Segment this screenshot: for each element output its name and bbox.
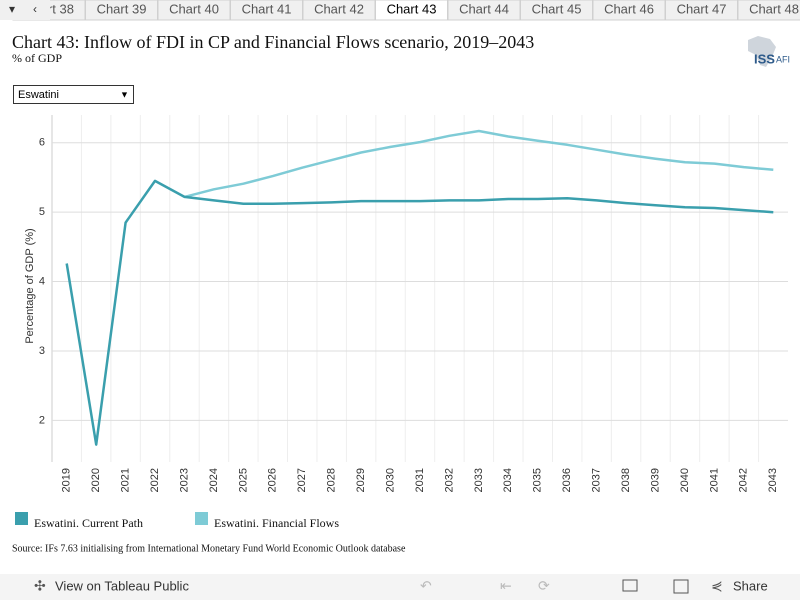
tab-label: Chart 40	[169, 1, 219, 16]
tab-label: Chart 46	[604, 1, 654, 16]
x-tick-label: 2028	[326, 468, 338, 492]
chart-title: Chart 43: Inflow of FDI in CP and Financ…	[12, 32, 534, 52]
y-tick-label: 3	[39, 345, 45, 357]
y-tick-label: 2	[39, 414, 45, 426]
x-tick-label: 2024	[208, 468, 220, 492]
x-tick-label: 2042	[738, 468, 750, 492]
fullscreen-icon[interactable]	[673, 579, 689, 594]
share-icon: ⋞	[711, 578, 723, 594]
view-on-tableau[interactable]: View on Tableau Public	[55, 578, 189, 593]
y-tick-label: 4	[39, 275, 45, 287]
legend-swatch[interactable]	[195, 512, 208, 525]
x-tick-label: 2025	[237, 468, 249, 492]
logo-side: AFI	[776, 54, 790, 64]
x-tick-label: 2035	[532, 468, 544, 492]
tab-label: Chart 42	[314, 1, 364, 16]
x-tick-label: 2022	[149, 468, 161, 492]
tab-label: Chart 48	[749, 1, 799, 16]
undo-icon: ↶	[420, 578, 432, 594]
x-tick-label: 2033	[473, 468, 485, 492]
tab-scroll-left[interactable]	[0, 0, 50, 20]
dropdown-arrow: ▼	[120, 89, 129, 99]
legend-label[interactable]: Eswatini. Current Path	[34, 516, 143, 530]
revert-icon: ⇤	[500, 578, 512, 594]
tab-label: Chart 44	[459, 1, 509, 16]
source-note: Source: IFs 7.63 initialising from Inter…	[12, 543, 406, 554]
share-button[interactable]: Share	[733, 578, 768, 593]
dropdown[interactable]	[13, 85, 134, 104]
y-axis-title: Percentage of GDP (%)	[24, 228, 36, 343]
x-tick-label: 2021	[120, 468, 132, 492]
tab-label: Chart 41	[242, 1, 292, 16]
refresh-icon: ⟳	[538, 578, 550, 594]
tableau-icon: ✣	[34, 578, 46, 594]
x-tick-label: 2023	[178, 468, 190, 492]
tab-label: Chart 47	[677, 1, 727, 16]
menu-arrow: ▾	[9, 2, 15, 16]
x-tick-label: 2032	[443, 468, 455, 492]
tab-label: Chart 45	[532, 1, 582, 16]
x-tick-label: 2038	[620, 468, 632, 492]
legend-label[interactable]: Eswatini. Financial Flows	[214, 516, 339, 530]
x-tick-label: 2031	[414, 468, 426, 492]
x-tick-label: 2019	[61, 468, 73, 492]
x-tick-label: 2043	[767, 468, 779, 492]
x-tick-label: 2040	[679, 468, 691, 492]
x-tick-label: 2034	[502, 468, 514, 492]
x-tick-label: 2029	[355, 468, 367, 492]
legend-swatch[interactable]	[15, 512, 28, 525]
x-tick-label: 2037	[591, 468, 603, 492]
dropdown-value: Eswatini	[18, 89, 59, 101]
series-line	[184, 129, 774, 199]
x-tick-label: 2020	[90, 468, 102, 492]
x-tick-label: 2036	[561, 468, 573, 492]
toolbar	[0, 574, 800, 600]
logo-main: ISS	[754, 51, 775, 66]
y-tick-label: 5	[39, 206, 45, 218]
x-tick-label: 2039	[649, 468, 661, 492]
x-tick-label: 2030	[384, 468, 396, 492]
x-tick-label: 2026	[267, 468, 279, 492]
scroll-left-arrow: ‹	[33, 2, 37, 16]
download-icon[interactable]	[622, 579, 638, 592]
tab[interactable]	[737, 0, 800, 21]
y-tick-label: 6	[39, 137, 45, 149]
logo-map	[748, 36, 776, 67]
x-tick-label: 2027	[296, 468, 308, 492]
x-tick-label: 2041	[708, 468, 720, 492]
tab-label: Chart 39	[97, 1, 147, 16]
tab-label: Chart 43	[387, 1, 437, 16]
chart-subtitle: % of GDP	[12, 51, 62, 65]
series-line	[65, 179, 774, 446]
